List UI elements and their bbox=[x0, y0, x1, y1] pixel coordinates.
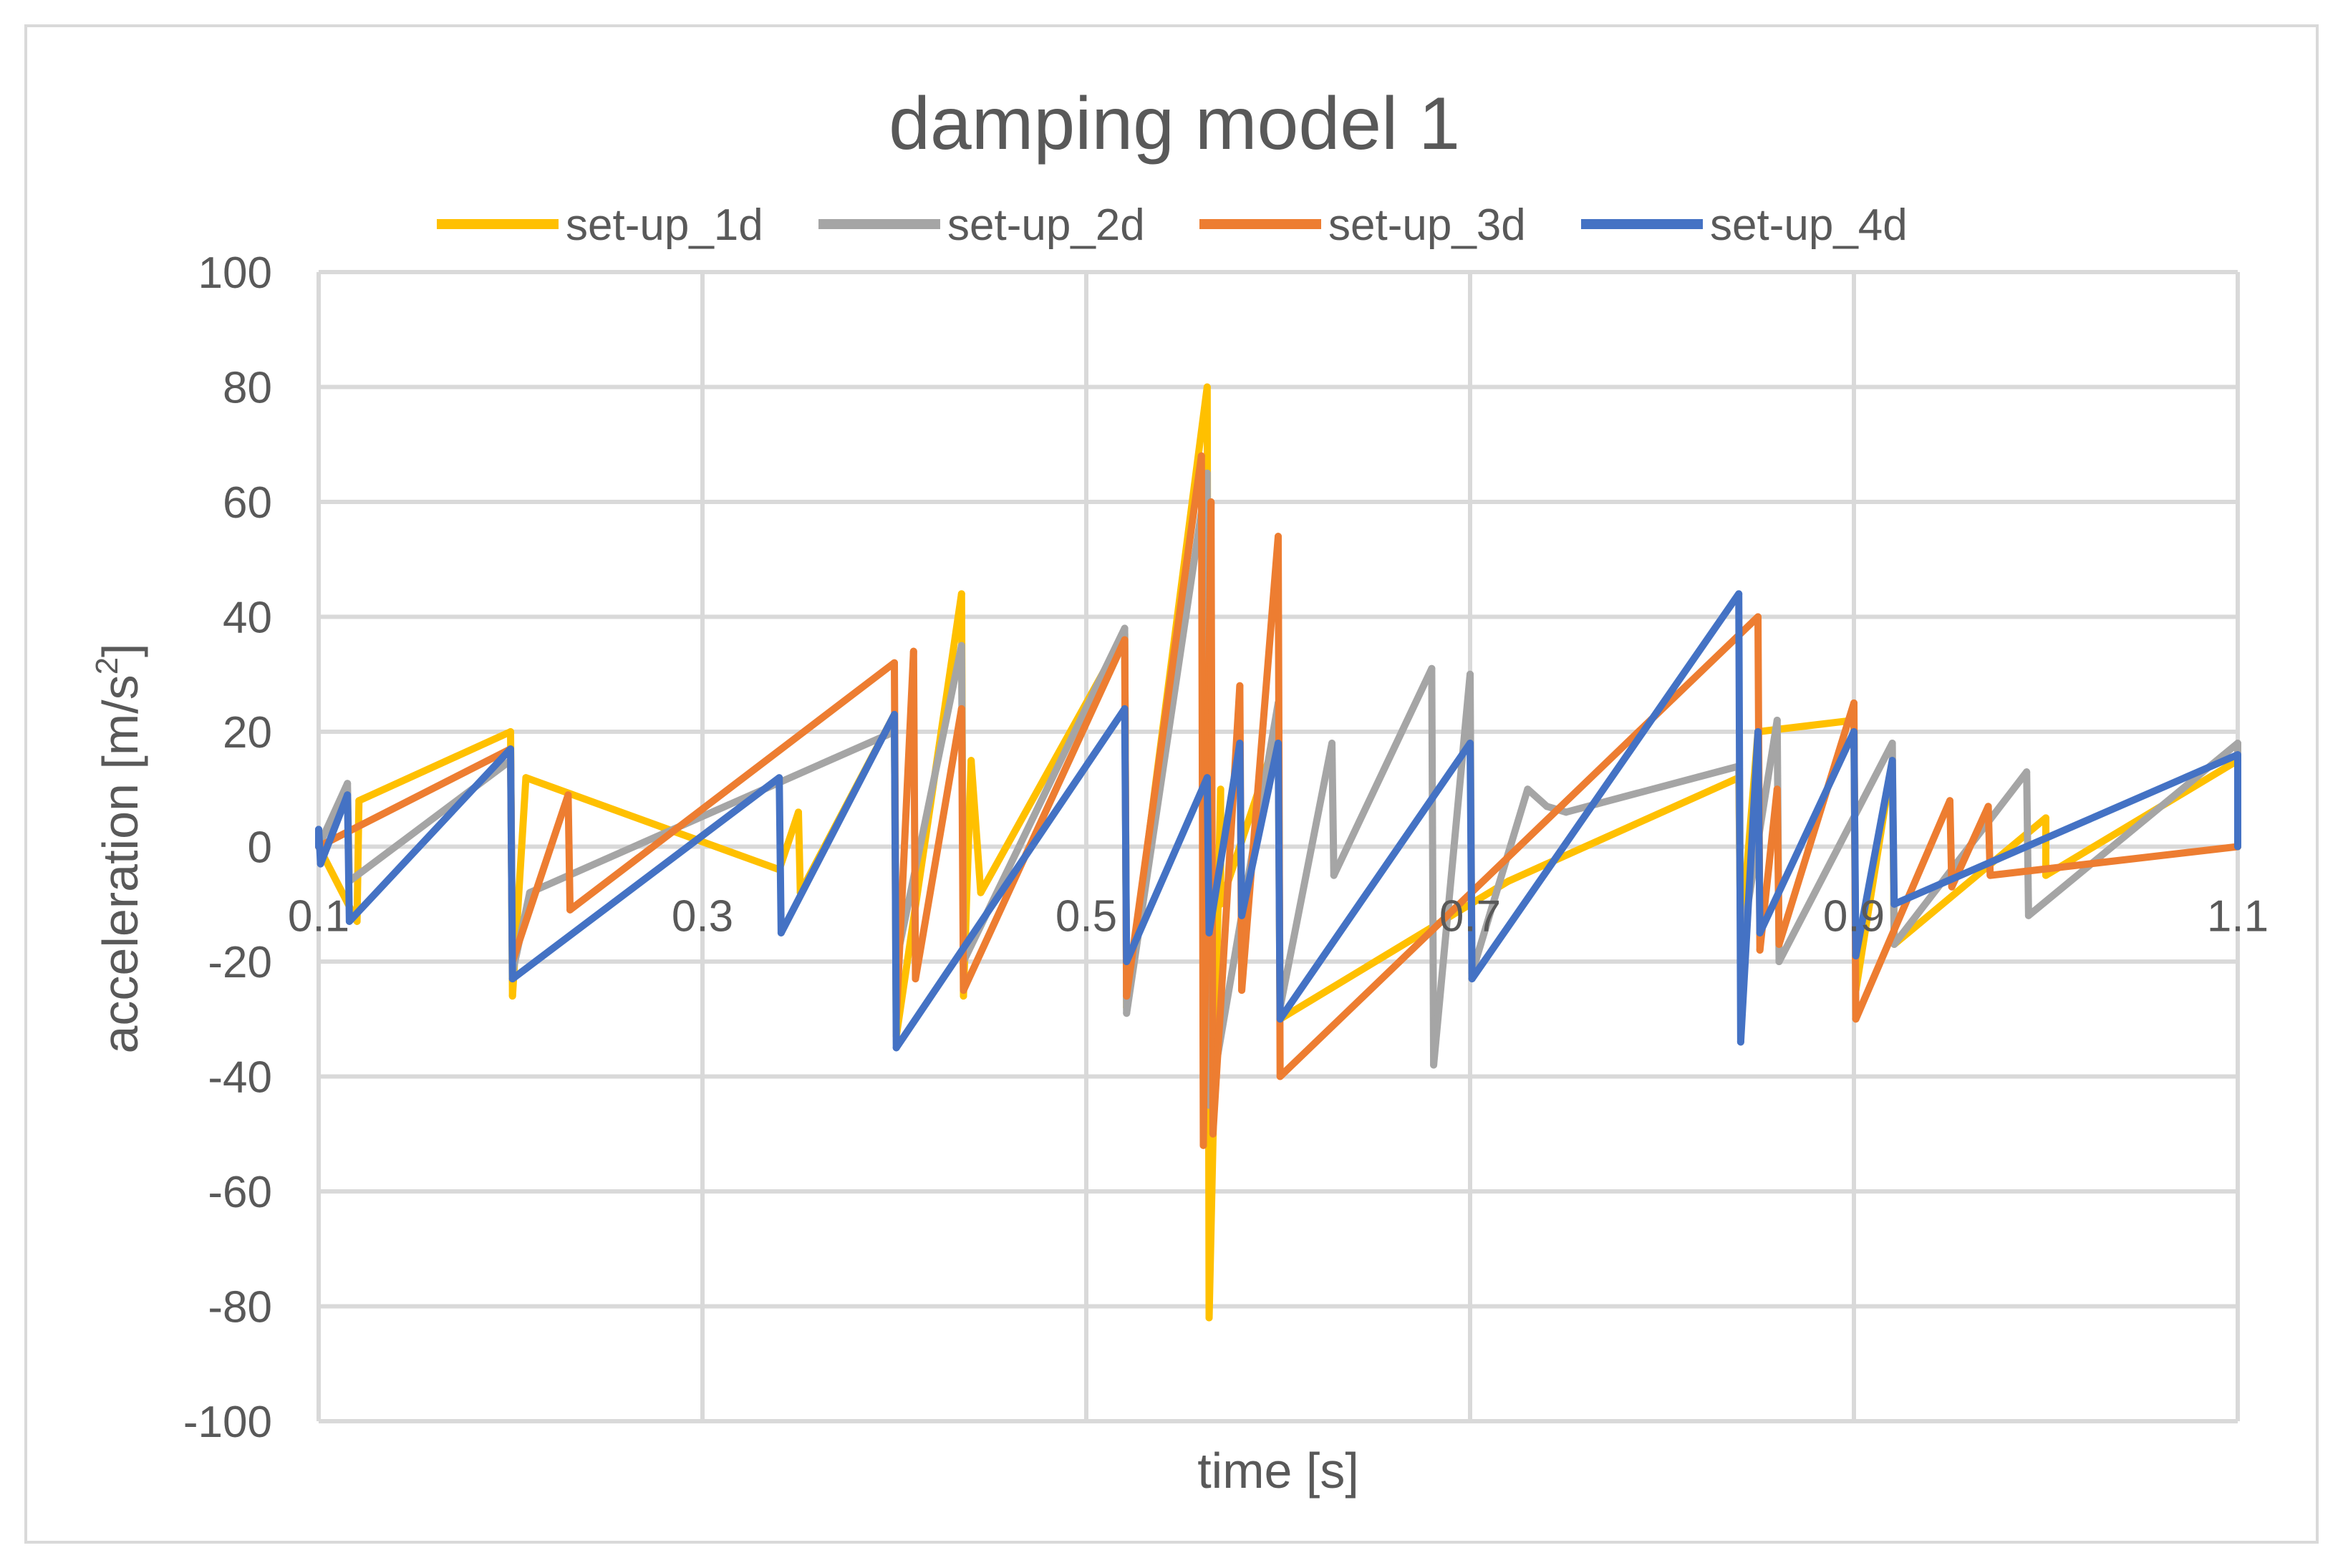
series-segment bbox=[1275, 740, 1284, 1023]
series-segment bbox=[1468, 590, 1743, 983]
series-segment bbox=[526, 728, 898, 896]
series-segment bbox=[891, 710, 900, 1052]
series-segment bbox=[507, 745, 516, 983]
x-tick-label: 0.3 bbox=[672, 892, 733, 942]
series-segment bbox=[1852, 797, 1953, 1023]
chart-title: damping model 1 bbox=[889, 82, 1460, 165]
series-segment bbox=[1946, 797, 1956, 891]
series-segment bbox=[1123, 452, 1205, 1000]
x-tick-label: 0.7 bbox=[1439, 892, 1501, 942]
y-tick-label: 100 bbox=[198, 248, 272, 298]
legend-label: set-up_3d bbox=[1328, 200, 1526, 250]
series-segment bbox=[508, 774, 783, 983]
chart-frame bbox=[24, 24, 2319, 1544]
series-segment bbox=[315, 780, 352, 851]
series-segment bbox=[967, 757, 985, 896]
legend-label: set-up_2d bbox=[947, 200, 1145, 250]
series-segment bbox=[1205, 740, 1244, 937]
legend-label: set-up_4d bbox=[1710, 200, 1908, 250]
y-tick-label: 80 bbox=[223, 364, 272, 413]
series-segment bbox=[1428, 664, 1438, 1069]
series-segment bbox=[912, 705, 965, 983]
series-segment bbox=[508, 791, 572, 965]
y-axis-title-end: ] bbox=[92, 643, 148, 657]
legend-label: set-up_1d bbox=[566, 200, 763, 250]
y-tick-label: -40 bbox=[208, 1053, 272, 1103]
series-segment bbox=[1775, 740, 1896, 965]
x-tick-label: 0.9 bbox=[1823, 892, 1885, 942]
series-segment bbox=[1852, 757, 1896, 959]
series-segment bbox=[1236, 740, 1246, 919]
series-segment bbox=[1468, 785, 1532, 977]
series-segment bbox=[1890, 768, 2031, 948]
series-segment bbox=[892, 705, 1129, 1052]
x-tick-label: 0.5 bbox=[1055, 892, 1117, 942]
y-axis-title: acceleration [m/s2] bbox=[90, 643, 148, 1053]
series-segment bbox=[345, 745, 514, 925]
series-segment bbox=[1773, 785, 1783, 948]
y-tick-label: -20 bbox=[208, 938, 272, 987]
y-tick-label: 20 bbox=[223, 708, 272, 758]
series-segment bbox=[1121, 705, 1131, 965]
y-axis-title-sup: 2 bbox=[90, 657, 125, 674]
series-segment bbox=[1756, 728, 1858, 937]
series-segment bbox=[795, 808, 804, 896]
legend: set-up_1d set-up_2d set-up_3d set-up_4d bbox=[437, 200, 1908, 250]
series-segment bbox=[355, 728, 514, 805]
y-tick-label: 60 bbox=[223, 478, 272, 528]
series-segment bbox=[317, 791, 352, 868]
series-segment bbox=[1238, 533, 1282, 994]
data-point bbox=[2235, 843, 2241, 850]
series-segment bbox=[344, 791, 353, 925]
x-tick-label: 1.1 bbox=[2207, 892, 2269, 942]
series-segment bbox=[1207, 498, 1217, 1138]
series-segment bbox=[1524, 785, 1551, 810]
series-segment bbox=[564, 791, 574, 914]
series-segment bbox=[1888, 757, 1898, 908]
series-segment bbox=[1276, 740, 1474, 1023]
series-segment bbox=[1890, 814, 2049, 948]
series-segment bbox=[1775, 699, 1858, 948]
series-segment bbox=[353, 797, 363, 925]
series-segment bbox=[1504, 774, 1743, 885]
series-segment bbox=[1754, 728, 1764, 937]
series-segment bbox=[1986, 843, 2241, 879]
tick-labels: 100 80 60 40 20 0 -20 -40 -60 -80 -100 0.1 0.3 0.5 0.7… bbox=[183, 248, 2269, 1447]
series-segment bbox=[909, 647, 919, 983]
series-set-up_4d bbox=[315, 590, 2241, 1052]
series-segment bbox=[1276, 740, 1336, 1012]
series-segment bbox=[892, 642, 965, 965]
series-segment bbox=[1735, 590, 1744, 1046]
series-segment bbox=[566, 659, 898, 914]
y-tick-label: 0 bbox=[248, 823, 272, 873]
series-segment bbox=[1238, 740, 1282, 919]
x-axis-title: time [s] bbox=[1197, 1443, 1359, 1499]
series-segment bbox=[1850, 728, 1860, 959]
y-tick-label: 40 bbox=[223, 594, 272, 643]
series-segment bbox=[1123, 774, 1211, 965]
series-segment bbox=[960, 636, 1129, 994]
series-segment bbox=[1203, 774, 1213, 937]
y-tick-label: -100 bbox=[183, 1398, 272, 1447]
series-segment bbox=[1890, 751, 2241, 908]
series-segment bbox=[1328, 740, 1338, 879]
series-segment bbox=[777, 710, 898, 937]
y-tick-label: -60 bbox=[208, 1168, 272, 1217]
series-layer bbox=[315, 383, 2241, 1322]
y-axis-title-main: acceleration [m/s bbox=[92, 674, 148, 1053]
series-segment bbox=[776, 774, 785, 937]
series-segment bbox=[1330, 664, 1436, 879]
series-segment bbox=[1430, 670, 1474, 1069]
series-segment bbox=[1467, 740, 1476, 983]
series-segment bbox=[1276, 613, 1762, 1080]
x-tick-label: 0.1 bbox=[288, 892, 349, 942]
y-tick-label: -80 bbox=[208, 1283, 272, 1332]
